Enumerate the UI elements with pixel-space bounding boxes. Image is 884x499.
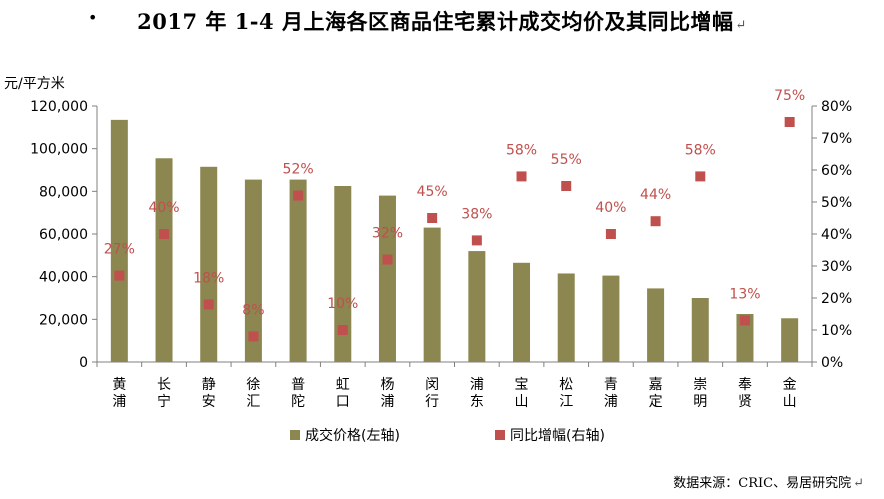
marker-data-label: 10% [327, 296, 358, 312]
marker-data-label: 13% [729, 286, 760, 302]
marker-point [695, 171, 706, 182]
x-category-label: 黄浦 [112, 376, 126, 410]
marker-point [516, 171, 527, 182]
paragraph-mark: ↵ [735, 18, 747, 33]
bar [513, 262, 531, 362]
bar [602, 275, 620, 362]
legend-label-bar: 成交价格(左轴) [305, 427, 400, 444]
marker-point [293, 190, 304, 201]
marker-point [739, 315, 750, 326]
bar [110, 119, 128, 362]
x-category-label: 崇明 [693, 377, 707, 410]
bar [647, 288, 665, 362]
marker-point [650, 216, 661, 227]
y-axis-left-label: 元/平方米 [4, 76, 65, 92]
x-category-label: 虹口 [336, 377, 350, 410]
y-right-tick-label: 0% [821, 355, 843, 371]
marker-data-label: 18% [193, 270, 224, 286]
x-category-label: 金山 [783, 377, 797, 410]
marker-point [114, 270, 125, 281]
marker-data-label: 55% [551, 152, 582, 168]
x-category-label: 徐汇 [246, 377, 260, 410]
bar [378, 195, 396, 362]
bar [557, 273, 575, 362]
bar [334, 186, 352, 362]
bar-series [110, 119, 799, 362]
bar [423, 227, 441, 362]
y-left-tick-label: 100,000 [30, 142, 88, 158]
marker-point [203, 299, 214, 310]
marker-data-label: 40% [148, 200, 179, 216]
y-right-tick-label: 10% [821, 323, 852, 339]
y-right-tick-label: 70% [821, 131, 852, 147]
marker-point [561, 181, 572, 191]
bar [155, 158, 173, 362]
bar [289, 179, 307, 362]
bar [244, 179, 262, 362]
x-category-label: 松江 [559, 377, 573, 410]
x-category-label: 静安 [202, 377, 216, 410]
y-left-tick-label: 0 [79, 355, 88, 371]
legend-label-marker: 同比增幅(右轴) [510, 428, 605, 444]
marker-data-label: 38% [461, 206, 492, 222]
x-category-label: 闵行 [425, 377, 439, 410]
marker-point [605, 229, 616, 239]
y-left-tick-label: 80,000 [39, 184, 88, 200]
marker-point [382, 254, 393, 265]
marker-point [248, 331, 259, 342]
bar [468, 251, 486, 362]
y-left-tick-label: 40,000 [39, 270, 88, 286]
marker-data-label: 58% [506, 142, 537, 158]
marker-point [337, 325, 348, 335]
x-category-label: 浦东 [470, 377, 484, 410]
title-bullet: • [88, 8, 98, 27]
legend: 成交价格(左轴) 同比增幅(右轴) [290, 427, 605, 444]
marker-point [784, 117, 795, 127]
bar [200, 166, 218, 362]
y-right-tick-label: 20% [821, 291, 852, 307]
y-left-tick-label: 60,000 [39, 227, 88, 243]
y-right-tick-label: 30% [821, 259, 852, 275]
marker-point [427, 213, 438, 223]
data-source-note: 数据来源：CRIC、易居研究院 ↵ [673, 472, 864, 491]
legend-swatch-marker [495, 430, 505, 440]
marker-data-label: 32% [372, 226, 403, 242]
x-category-label: 奉贤 [738, 377, 752, 410]
x-category-label: 杨浦 [380, 377, 394, 410]
x-category-label: 青浦 [604, 377, 618, 410]
marker-data-label: 27% [104, 242, 135, 258]
marker-data-label: 44% [640, 187, 671, 203]
chart-title-text: 2017 年 1-4 月上海各区商品住宅累计成交均价及其同比增幅 [137, 9, 734, 34]
y-right-tick-label: 50% [821, 195, 852, 211]
data-source-text: 数据来源：CRIC、易居研究院 [673, 476, 852, 491]
y-right-tick-label: 60% [821, 163, 852, 179]
marker-data-label: 40% [595, 200, 626, 216]
marker-point [471, 235, 482, 246]
source-paragraph-mark: ↵ [853, 476, 864, 491]
tick-labels: 0 20,000 40,000 60,000 80,000 100,000 120,000 0… [30, 99, 852, 371]
x-category-label: 嘉定 [649, 377, 663, 410]
marker-data-label: 75% [774, 88, 805, 104]
chart-title: 2017 年 1-4 月上海各区商品住宅累计成交均价及其同比增幅 ↵ [0, 6, 884, 36]
legend-swatch-bar [290, 430, 300, 440]
marker-data-label: 58% [685, 142, 716, 158]
x-category-label: 宝山 [515, 377, 529, 410]
x-category-label: 普陀 [291, 377, 305, 410]
bar [691, 298, 709, 362]
y-left-tick-label: 120,000 [30, 99, 88, 115]
marker-data-label: 8% [242, 302, 264, 318]
bar [736, 314, 754, 362]
marker-data-label: 45% [417, 184, 448, 200]
marker-point [159, 229, 170, 239]
marker-labels: 27% 40% 18% 8% 52% 10% 32% 45% 38% 58% 55% 40% 44% 58… [104, 88, 805, 318]
y-left-tick-label: 20,000 [39, 312, 88, 328]
marker-data-label: 52% [283, 162, 314, 178]
y-right-tick-label: 40% [821, 227, 852, 243]
marker-series [114, 117, 795, 342]
x-category-label: 长宁 [157, 377, 171, 410]
bar [781, 318, 799, 362]
y-right-tick-label: 80% [821, 99, 852, 115]
